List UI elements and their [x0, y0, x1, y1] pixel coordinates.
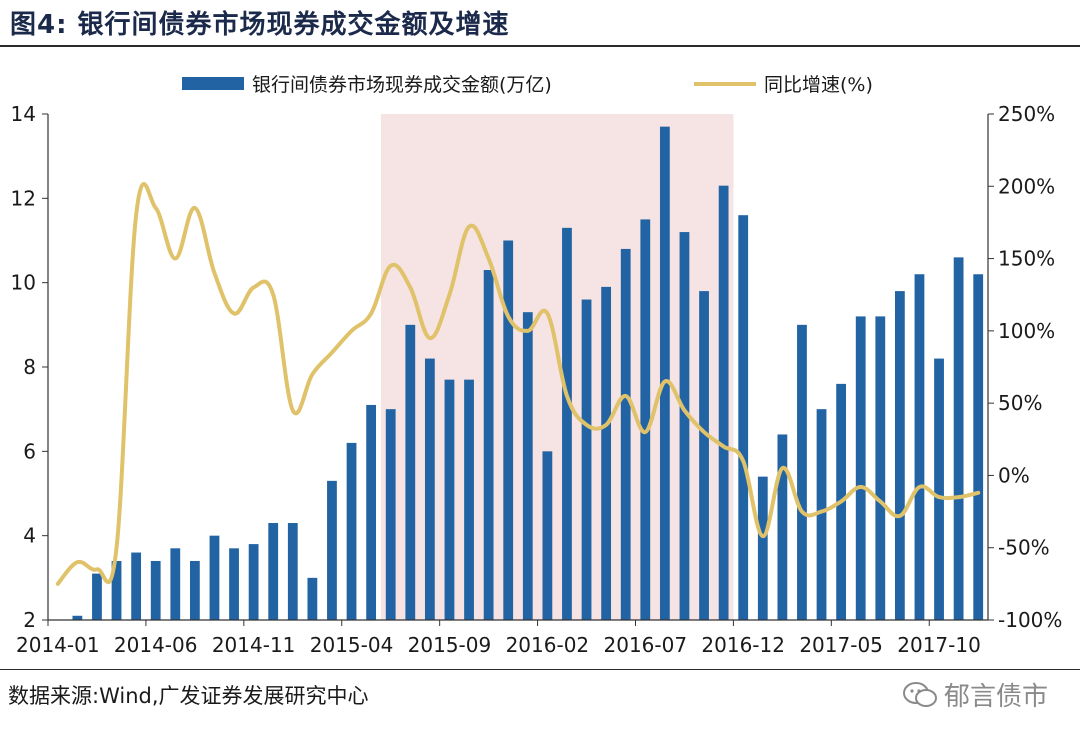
- bar-2016-08: [659, 126, 670, 621]
- bar-2014-09: [209, 535, 220, 620]
- left-tick-label: 6: [23, 439, 36, 463]
- bar-2015-01: [287, 523, 298, 620]
- right-tick-label: 150%: [998, 247, 1055, 271]
- right-tick-label: 0%: [998, 463, 1030, 487]
- bar-2014-03: [92, 573, 102, 620]
- left-tick-label: 14: [11, 102, 36, 126]
- bar-2014-04: [111, 560, 122, 620]
- bar-2014-06: [150, 560, 161, 620]
- x-tick-label: 2014-06: [114, 633, 198, 657]
- bar-2014-08: [189, 560, 200, 620]
- bar-2016-10: [699, 291, 709, 620]
- x-tick-label: 2017-05: [799, 633, 883, 657]
- bar-2015-09: [444, 379, 455, 620]
- bar-2015-05: [366, 404, 377, 620]
- bar-2015-07: [405, 324, 416, 620]
- bar-2016-04: [581, 299, 592, 620]
- bar-2015-08: [424, 358, 435, 620]
- left-tick-label: 2: [23, 608, 36, 632]
- legend-swatch-line: [694, 81, 756, 86]
- right-tick-label: 200%: [998, 174, 1055, 198]
- bar-2016-06: [620, 248, 631, 620]
- growth-line: [55, 182, 981, 586]
- bar-2017-03: [797, 324, 807, 620]
- bar-2014-11: [248, 544, 259, 620]
- title-divider: [0, 45, 1080, 47]
- x-tick-label: 2017-10: [897, 633, 981, 657]
- bar-2014-12: [268, 523, 279, 620]
- bar-2015-12: [503, 240, 514, 620]
- x-tick-label: 2016-07: [604, 633, 688, 657]
- bar-2016-07: [640, 219, 651, 620]
- source-note: 数据来源:Wind,广发证券发展研究中心: [8, 684, 369, 708]
- bar-2015-03: [327, 480, 337, 620]
- left-tick-label: 10: [11, 271, 36, 295]
- bar-2016-03: [562, 227, 572, 620]
- bar-2015-11: [483, 270, 494, 620]
- bar-2016-05: [601, 286, 612, 620]
- legend-label-growth: 同比增速(%): [764, 74, 873, 96]
- bar-2014-05: [131, 552, 142, 620]
- left-tick-label: 12: [11, 186, 36, 210]
- bar-2017-09: [914, 274, 925, 620]
- bar-2017-02: [777, 434, 788, 620]
- right-tick-label: -100%: [998, 608, 1062, 632]
- left-tick-label: 8: [23, 355, 36, 379]
- bar-2017-06: [855, 316, 866, 620]
- x-tick-label: 2014-11: [212, 633, 296, 657]
- watermark-text: 郁言债市: [943, 682, 1048, 712]
- bar-2014-07: [170, 548, 181, 620]
- shaded-period: [380, 114, 734, 620]
- bar-2015-10: [464, 379, 474, 620]
- bar-2016-11: [718, 185, 729, 620]
- bar-2017-07: [875, 316, 886, 620]
- right-tick-label: 100%: [998, 319, 1055, 343]
- x-tick-label: 2015-09: [408, 633, 492, 657]
- legend-swatch-bar: [182, 77, 244, 90]
- watermark: 郁言债市: [902, 676, 1048, 713]
- chart-legend: 银行间债券市场现券成交金额(万亿) 同比增速(%): [0, 70, 1080, 100]
- bar-2017-11: [953, 257, 964, 620]
- x-tick-label: 2016-12: [701, 633, 785, 657]
- x-tick-label: 2016-02: [506, 633, 590, 657]
- legend-item-volume: 银行间债券市场现券成交金额(万亿): [182, 70, 552, 97]
- bar-2014-02: [72, 615, 83, 620]
- bar-2016-02: [542, 451, 553, 620]
- legend-item-growth: 同比增速(%): [694, 70, 873, 97]
- x-tick-label: 2015-04: [310, 633, 394, 657]
- bar-2017-01: [757, 476, 768, 620]
- right-tick-label: -50%: [998, 536, 1050, 560]
- bar-2014-10: [229, 548, 239, 620]
- right-tick-label: 250%: [998, 102, 1055, 126]
- chart-canvas: 2 4 6 8 10 12 14 -100% -50% 0% 50% 100% 150% 200% 250%…: [11, 102, 1063, 657]
- bar-2015-02: [307, 577, 318, 620]
- bar-2015-04: [346, 442, 357, 620]
- right-tick-label: 50%: [998, 391, 1042, 415]
- bar-2017-10: [934, 358, 944, 620]
- bar-2017-12: [973, 274, 984, 620]
- bar-2015-06: [385, 409, 396, 620]
- x-tick-label: 2014-01: [16, 633, 100, 657]
- footer-divider: [0, 669, 1080, 670]
- legend-label-volume: 银行间债券市场现券成交金额(万亿): [252, 74, 552, 96]
- figure-title: 图4: 银行间债券市场现券成交金额及增速: [10, 10, 510, 40]
- bar-2017-04: [816, 409, 827, 620]
- bar-2016-09: [679, 232, 690, 621]
- wechat-icon: [902, 681, 937, 707]
- bar-2016-01: [522, 312, 533, 620]
- left-tick-label: 4: [23, 524, 36, 548]
- bar-2016-12: [738, 215, 749, 620]
- bar-2017-08: [894, 291, 905, 620]
